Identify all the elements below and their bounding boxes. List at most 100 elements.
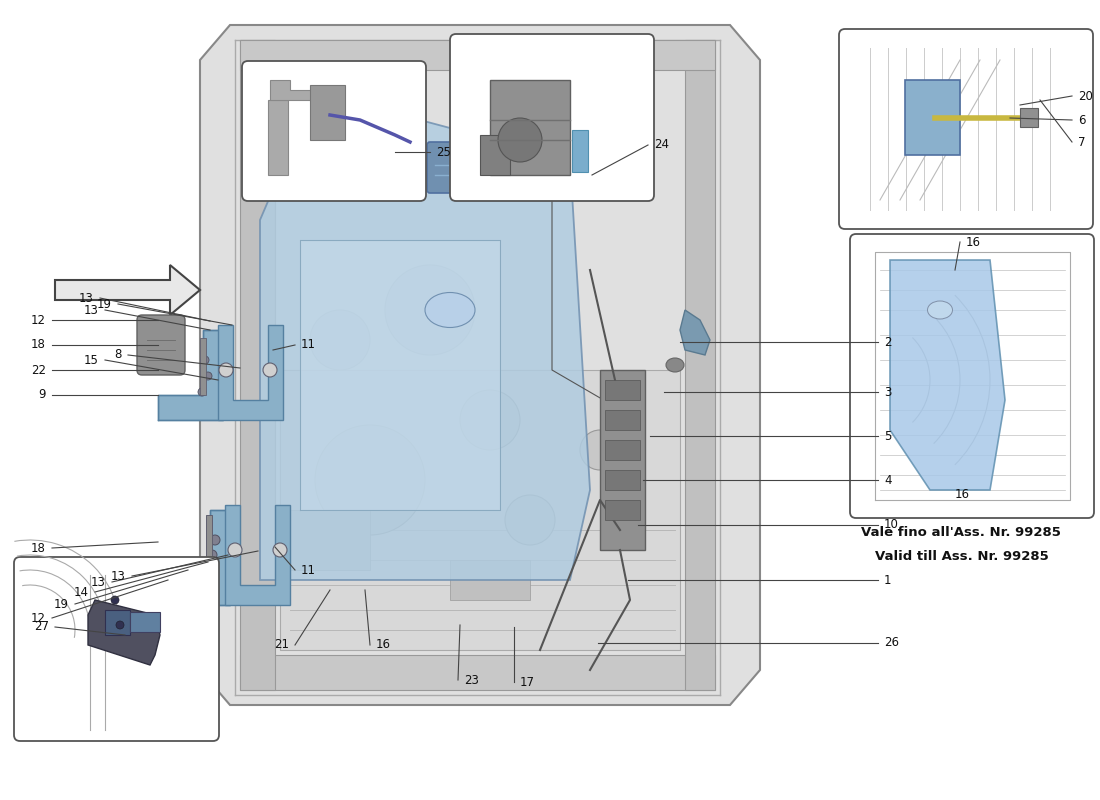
- Text: 6: 6: [1078, 114, 1086, 126]
- Polygon shape: [260, 120, 590, 580]
- Polygon shape: [218, 325, 283, 420]
- Text: 15: 15: [84, 354, 99, 366]
- Ellipse shape: [315, 425, 425, 535]
- Polygon shape: [1020, 108, 1038, 127]
- Text: 24: 24: [654, 138, 669, 151]
- Circle shape: [207, 550, 217, 560]
- FancyBboxPatch shape: [450, 34, 654, 201]
- FancyBboxPatch shape: [14, 557, 219, 741]
- Text: Valid till Ass. Nr. 99285: Valid till Ass. Nr. 99285: [874, 550, 1048, 562]
- Polygon shape: [290, 510, 370, 570]
- Circle shape: [116, 621, 124, 629]
- Text: 18: 18: [31, 542, 46, 554]
- Text: una passion for: una passion for: [370, 418, 730, 574]
- Polygon shape: [605, 410, 640, 430]
- Polygon shape: [88, 600, 160, 665]
- Text: 17: 17: [520, 675, 535, 689]
- Polygon shape: [206, 515, 212, 580]
- Text: 13: 13: [91, 575, 106, 589]
- Circle shape: [498, 118, 542, 162]
- Text: 25: 25: [436, 146, 451, 158]
- Text: 3: 3: [884, 386, 891, 398]
- Circle shape: [210, 535, 220, 545]
- Polygon shape: [890, 260, 1005, 490]
- Ellipse shape: [425, 293, 475, 327]
- Text: 1: 1: [884, 574, 891, 586]
- Text: Vale fino all'Ass. Nr. 99285: Vale fino all'Ass. Nr. 99285: [861, 526, 1062, 538]
- Circle shape: [263, 363, 277, 377]
- Text: 5: 5: [884, 430, 891, 442]
- Ellipse shape: [460, 390, 520, 450]
- Ellipse shape: [666, 358, 684, 372]
- Polygon shape: [600, 370, 645, 550]
- FancyBboxPatch shape: [427, 142, 503, 193]
- Polygon shape: [605, 500, 640, 520]
- Polygon shape: [240, 655, 715, 690]
- Circle shape: [219, 363, 233, 377]
- Polygon shape: [300, 240, 500, 510]
- Text: 18: 18: [31, 338, 46, 351]
- Text: 20: 20: [1078, 90, 1093, 102]
- Text: 16: 16: [955, 488, 970, 501]
- Polygon shape: [270, 80, 330, 100]
- Polygon shape: [450, 560, 530, 600]
- Text: 14: 14: [74, 586, 89, 598]
- Polygon shape: [268, 100, 288, 175]
- Circle shape: [205, 565, 214, 575]
- Text: 19: 19: [54, 598, 69, 610]
- Polygon shape: [605, 440, 640, 460]
- Text: 13: 13: [111, 570, 126, 582]
- Polygon shape: [605, 380, 640, 400]
- Text: 12: 12: [31, 314, 46, 326]
- Polygon shape: [240, 40, 715, 70]
- Circle shape: [204, 372, 212, 380]
- Text: since: since: [640, 574, 724, 626]
- Ellipse shape: [580, 430, 620, 470]
- Polygon shape: [158, 330, 223, 420]
- FancyBboxPatch shape: [242, 61, 426, 201]
- Polygon shape: [685, 40, 715, 690]
- Polygon shape: [480, 135, 510, 175]
- Text: 11: 11: [301, 338, 316, 351]
- Polygon shape: [310, 85, 345, 140]
- Text: 26: 26: [884, 637, 899, 650]
- Polygon shape: [226, 505, 290, 605]
- Polygon shape: [490, 80, 570, 175]
- Text: 11: 11: [301, 563, 316, 577]
- Polygon shape: [605, 470, 640, 490]
- Ellipse shape: [310, 310, 370, 370]
- Text: 2: 2: [884, 335, 891, 349]
- Text: 22: 22: [31, 363, 46, 377]
- Polygon shape: [905, 80, 960, 155]
- FancyBboxPatch shape: [138, 315, 185, 375]
- Polygon shape: [104, 610, 130, 635]
- Text: 4: 4: [884, 474, 891, 486]
- Polygon shape: [572, 130, 588, 172]
- Text: 21: 21: [274, 638, 289, 651]
- Text: 27: 27: [34, 621, 50, 634]
- Text: 23: 23: [464, 674, 478, 686]
- Polygon shape: [280, 370, 680, 650]
- Polygon shape: [165, 510, 230, 605]
- Circle shape: [201, 356, 209, 364]
- Polygon shape: [680, 310, 710, 355]
- FancyBboxPatch shape: [839, 29, 1093, 229]
- Text: 12: 12: [31, 611, 46, 625]
- Polygon shape: [200, 25, 760, 705]
- Circle shape: [198, 388, 206, 396]
- FancyBboxPatch shape: [850, 234, 1094, 518]
- Text: 16: 16: [376, 638, 390, 651]
- Text: 19: 19: [97, 298, 112, 310]
- Text: 16: 16: [966, 235, 981, 249]
- Polygon shape: [130, 612, 159, 632]
- Circle shape: [228, 543, 242, 557]
- Ellipse shape: [927, 301, 953, 319]
- Polygon shape: [55, 265, 200, 315]
- Text: 9: 9: [39, 389, 46, 402]
- Text: 7: 7: [1078, 135, 1086, 149]
- Circle shape: [273, 543, 287, 557]
- Text: 10: 10: [884, 518, 899, 531]
- Text: 8: 8: [114, 349, 122, 362]
- Text: 13: 13: [84, 303, 99, 317]
- Text: 13: 13: [79, 291, 94, 305]
